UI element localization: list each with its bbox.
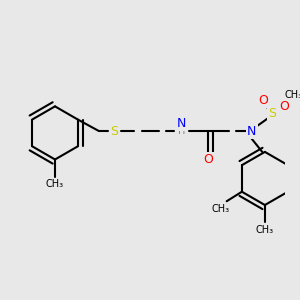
Text: CH₃: CH₃ <box>46 179 64 189</box>
Text: O: O <box>203 153 213 166</box>
Text: S: S <box>110 124 118 137</box>
Text: N: N <box>177 117 186 130</box>
Text: CH₃: CH₃ <box>284 90 300 100</box>
Text: N: N <box>247 124 256 137</box>
Text: O: O <box>258 94 268 107</box>
Text: CH₃: CH₃ <box>256 225 274 235</box>
Text: CH₃: CH₃ <box>212 204 230 214</box>
Text: H: H <box>178 126 185 136</box>
Text: O: O <box>279 100 289 113</box>
Text: S: S <box>268 107 277 121</box>
